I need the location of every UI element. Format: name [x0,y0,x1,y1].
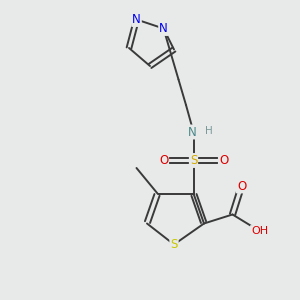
Text: O: O [159,154,168,167]
Text: O: O [219,154,228,167]
Text: OH: OH [251,226,268,236]
Text: S: S [190,154,197,167]
Text: N: N [188,125,196,139]
Text: N: N [132,13,141,26]
Text: N: N [159,22,168,35]
Text: S: S [170,238,178,251]
Text: H: H [205,125,213,136]
Text: O: O [237,179,246,193]
